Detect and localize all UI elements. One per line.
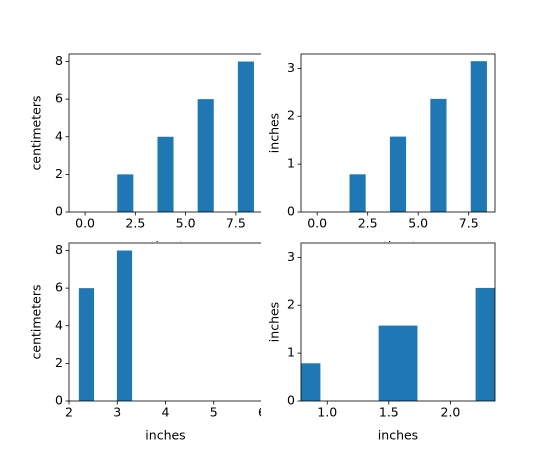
y-tick-label: 2: [55, 355, 63, 370]
x-axis-label: inches: [145, 428, 185, 443]
y-tick-label: 6: [55, 280, 63, 295]
bar: [3, 363, 18, 401]
bars: [349, 61, 487, 212]
y-tick-label: 2: [287, 297, 295, 312]
x-tick-label: 2.5: [125, 216, 145, 231]
bars: [301, 287, 495, 401]
x-tick-label: 2: [65, 405, 73, 420]
y-axis-label: inches: [267, 302, 282, 342]
y-tick-label: 8: [55, 242, 63, 257]
x-tick-label: 0.0: [307, 216, 327, 231]
y-axis-label: centimeters: [29, 285, 44, 360]
x-tick-label: 2.0: [440, 405, 460, 420]
bar: [349, 174, 366, 212]
y-tick-label: 6: [55, 91, 63, 106]
x-tick-label: 2.5: [358, 216, 378, 231]
bar: [301, 363, 321, 401]
y-axis-label: centimeters: [29, 96, 44, 171]
axes-frame: [300, 53, 496, 213]
x-tick-label: 7.5: [226, 216, 246, 231]
x-tick-label: 1.0: [317, 405, 337, 420]
subplot: 0.02.55.07.502468centimeterscentimeters: [29, 53, 263, 256]
bar: [78, 288, 95, 401]
bar: [389, 136, 407, 212]
x-tick-label: 4: [162, 405, 170, 420]
bar: [157, 136, 174, 212]
axes-frame: [300, 242, 496, 402]
axes-background: [261, 53, 496, 256]
x-axis-label: inches: [378, 428, 418, 443]
bars: [3, 250, 133, 401]
y-tick-label: 0: [55, 204, 63, 219]
y-tick-label: 0: [55, 393, 63, 408]
bar: [378, 325, 418, 401]
y-tick-label: 3: [287, 249, 295, 264]
x-tick-label: 5: [210, 405, 218, 420]
bar: [237, 61, 254, 212]
bars: [117, 61, 254, 212]
y-tick-label: 8: [55, 53, 63, 68]
bar: [116, 250, 133, 401]
y-axis-label: inches: [267, 113, 282, 153]
subplot: 0.02.55.07.50123centimetersinches: [261, 53, 496, 256]
subplot: 1.0 1.5 2.0 0 1 2 3 inches inches: [261, 242, 496, 445]
y-tick-label: 1: [287, 345, 295, 360]
x-tick-label: 5.0: [176, 216, 196, 231]
x-tick-label: 0.0: [75, 216, 95, 231]
y-tick-label: 0: [287, 393, 295, 408]
bar: [197, 99, 214, 212]
y-tick-label: 1: [287, 156, 295, 171]
y-tick-label: 0: [287, 204, 295, 219]
y-tick-label: 4: [55, 317, 63, 332]
y-tick-label: 2: [55, 166, 63, 181]
bar: [117, 174, 134, 212]
axes-background: [261, 242, 496, 445]
x-tick-label: 7.5: [459, 216, 479, 231]
x-tick-label: 3: [113, 405, 121, 420]
axes-background: [29, 242, 263, 445]
subplot: 2345602468inchescentimeters: [3, 242, 266, 445]
bar: [430, 98, 447, 212]
x-tick-label: 5.0: [408, 216, 428, 231]
y-tick-label: 4: [55, 128, 63, 143]
y-tick-label: 3: [287, 60, 295, 75]
axes-background: [29, 53, 263, 256]
bar: [475, 287, 495, 401]
bar: [470, 61, 487, 212]
x-tick-label: 1.5: [379, 405, 399, 420]
y-tick-label: 2: [287, 108, 295, 123]
